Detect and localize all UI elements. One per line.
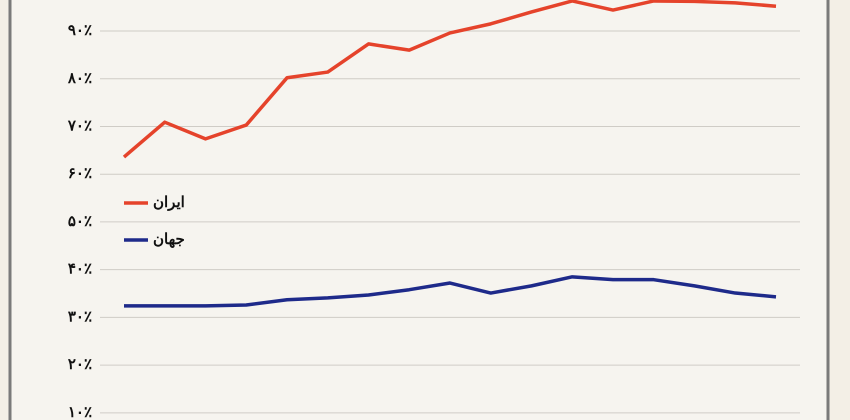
- y-tick-label: ۲۰٪: [68, 355, 92, 373]
- y-tick-label: ۴۰٪: [68, 260, 92, 278]
- y-tick-label: ۹۰٪: [68, 21, 92, 39]
- data-line: [124, 275, 777, 308]
- legend-label: ایران: [153, 193, 185, 211]
- data-line: [122, 0, 777, 159]
- y-tick-label: ۸۰٪: [67, 69, 92, 87]
- y-tick-label: ۱۰٪: [68, 403, 92, 420]
- y-tick-label: ۷۰٪: [67, 116, 92, 134]
- frame: [8, 0, 830, 420]
- y-tick-label: ۵۰٪: [68, 212, 92, 230]
- y-tick-label: ۶۰٪: [68, 164, 92, 182]
- y-tick-label: ۳۰٪: [68, 307, 92, 325]
- legend-label: جهان: [153, 230, 185, 248]
